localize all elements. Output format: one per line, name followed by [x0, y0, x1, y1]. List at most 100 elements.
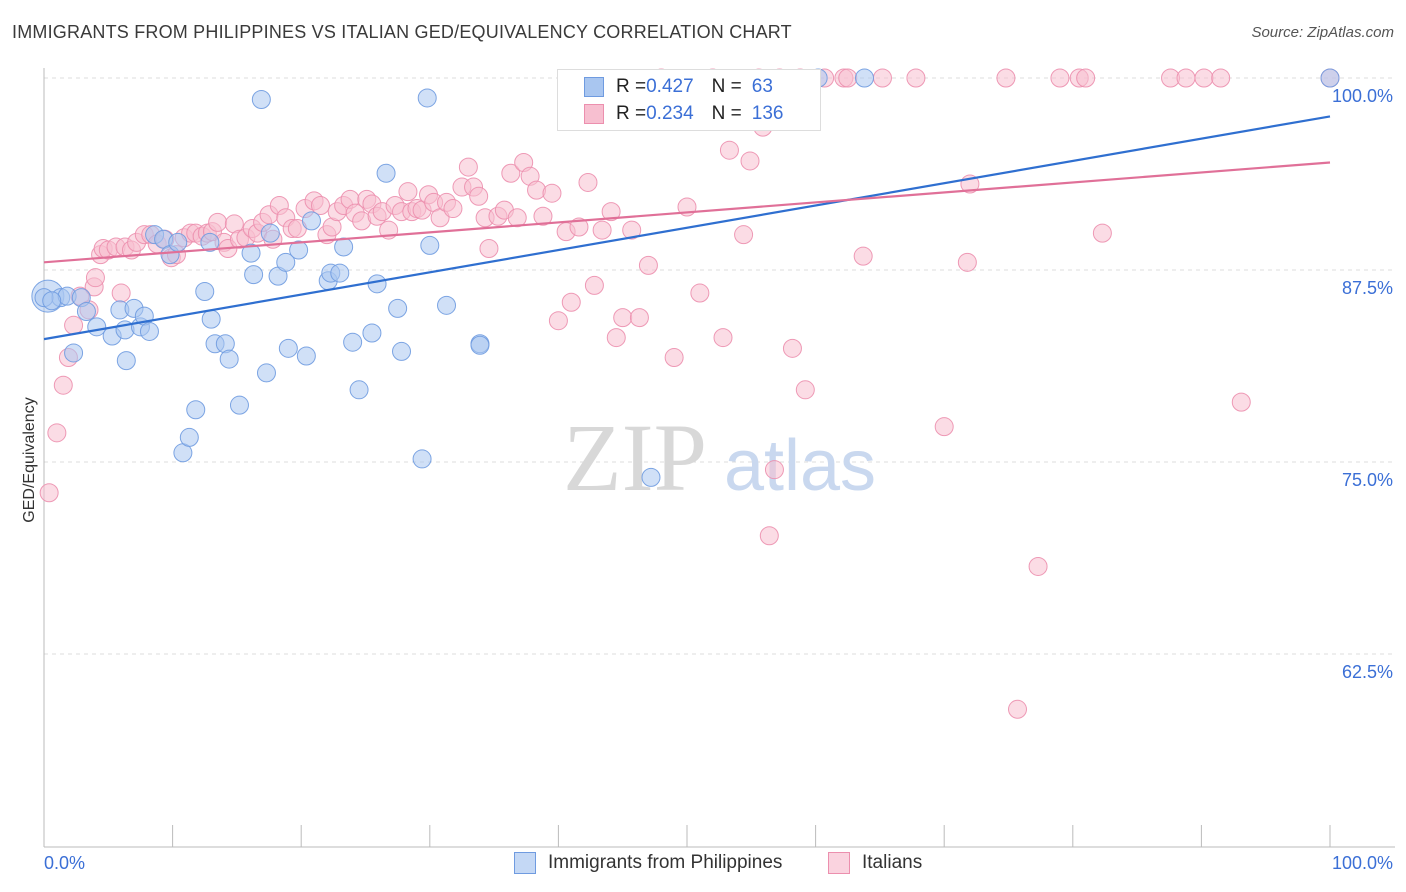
stats-legend: R = 0.427 N = 63 R = 0.234 N = 136 — [557, 69, 821, 131]
data-point — [420, 235, 440, 255]
data-point — [853, 246, 873, 266]
data-point — [1176, 68, 1196, 88]
data-point — [759, 526, 779, 546]
legend-item-italians[interactable]: Italians — [828, 852, 922, 874]
data-point — [417, 88, 437, 108]
trend-line — [43, 161, 1331, 264]
data-point — [330, 263, 350, 283]
data-point — [1008, 699, 1028, 719]
watermark-zip: ZIP — [563, 404, 707, 511]
data-point — [957, 252, 977, 272]
data-point — [584, 275, 604, 295]
axes — [43, 68, 1395, 848]
n-value: 136 — [751, 103, 784, 124]
data-point — [256, 363, 276, 383]
data-point — [111, 283, 131, 303]
r-label: R = — [616, 76, 647, 97]
data-point — [838, 68, 858, 88]
stats-row-italians: R = 0.234 N = 136 — [584, 102, 783, 126]
data-point — [39, 483, 59, 503]
data-point — [276, 252, 296, 272]
data-point — [301, 211, 321, 231]
data-point — [606, 328, 626, 348]
trend-lines — [43, 115, 1331, 341]
data-point — [76, 301, 96, 321]
data-point — [47, 423, 67, 443]
data-point — [470, 335, 490, 355]
legend-swatch-philippines — [514, 852, 536, 874]
data-point — [548, 311, 568, 331]
data-point — [638, 255, 658, 275]
data-point — [64, 343, 84, 363]
data-point — [542, 183, 562, 203]
data-point — [1211, 68, 1231, 88]
data-point — [42, 291, 62, 311]
legend-swatch-italians — [828, 852, 850, 874]
data-point — [186, 400, 206, 420]
legend-item-philippines[interactable]: Immigrants from Philippines — [514, 852, 782, 874]
series-legend: Immigrants from Philippines Italians — [0, 852, 1406, 878]
n-label: N = — [711, 76, 742, 97]
data-point — [362, 323, 382, 343]
data-point — [87, 317, 107, 337]
data-point — [200, 232, 220, 252]
y-tick-label: 87.5% — [1342, 278, 1393, 298]
data-point — [437, 295, 457, 315]
data-point — [507, 208, 527, 228]
data-point — [569, 217, 589, 237]
data-point — [906, 68, 926, 88]
trend-line — [43, 115, 1331, 341]
data-point — [116, 351, 136, 371]
data-point — [53, 375, 73, 395]
r-value: 0.234 — [646, 103, 694, 124]
y-tick-label: 62.5% — [1342, 662, 1393, 682]
data-point — [412, 449, 432, 469]
data-point — [872, 68, 892, 88]
data-point — [527, 180, 547, 200]
data-point — [195, 282, 215, 302]
data-point — [782, 338, 802, 358]
data-point — [1092, 223, 1112, 243]
data-point — [622, 220, 642, 240]
data-point — [201, 309, 221, 329]
data-point — [1231, 392, 1251, 412]
data-point — [260, 223, 280, 243]
x-tick-label: 0.0% — [44, 853, 85, 873]
data-point — [664, 348, 684, 368]
data-point — [719, 140, 739, 160]
legend-label-philippines: Immigrants from Philippines — [548, 852, 783, 873]
tick-labels: 62.5% 75.0% 87.5% 100.0% 0.0% 100.0% — [44, 86, 1393, 873]
data-point — [376, 163, 396, 183]
data-point — [713, 328, 733, 348]
data-point — [613, 308, 633, 328]
watermark: ZIP atlas — [563, 404, 876, 511]
data-point — [578, 172, 598, 192]
data-point — [349, 380, 369, 400]
data-point — [398, 182, 418, 202]
data-point — [690, 283, 710, 303]
data-point — [343, 332, 363, 352]
legend-swatch-philippines — [584, 77, 604, 97]
y-tick-label: 75.0% — [1342, 470, 1393, 490]
data-point — [469, 186, 489, 206]
data-point — [64, 315, 84, 335]
data-point — [289, 240, 309, 260]
series-italians-points — [39, 68, 1340, 719]
data-point — [443, 199, 463, 219]
source-label: Source: ZipAtlas.com — [1251, 24, 1394, 41]
x-tick-label: 100.0% — [1332, 853, 1393, 873]
series-philippines-points — [31, 68, 1340, 487]
data-point — [629, 308, 649, 328]
data-point — [934, 417, 954, 437]
data-point — [458, 157, 478, 177]
data-point — [479, 238, 499, 258]
data-point — [592, 220, 612, 240]
data-point — [795, 380, 815, 400]
data-point — [244, 265, 264, 285]
data-point — [501, 163, 521, 183]
data-point — [601, 202, 621, 222]
n-value: 63 — [751, 76, 773, 97]
data-point — [241, 243, 261, 263]
data-point — [641, 467, 661, 487]
